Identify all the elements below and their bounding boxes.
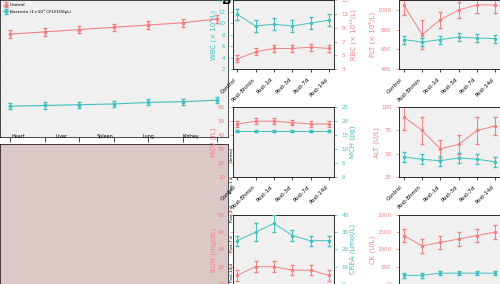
Text: Spleen: Spleen [96, 134, 113, 139]
Y-axis label: CREA (μmol/L): CREA (μmol/L) [350, 224, 356, 274]
Text: Liver: Liver [56, 134, 68, 139]
Text: Post-1 d: Post-1 d [230, 176, 234, 193]
Y-axis label: MCV (fL): MCV (fL) [210, 127, 216, 157]
Text: Post-3 d: Post-3 d [230, 205, 234, 222]
Text: B: B [222, 0, 232, 7]
Y-axis label: ALT (U/L): ALT (U/L) [373, 126, 380, 158]
Text: Post-14 d: Post-14 d [230, 263, 234, 282]
Y-axis label: WBC (× 10⁹/L): WBC (× 10⁹/L) [209, 10, 216, 60]
Text: Kidney: Kidney [183, 134, 200, 139]
Legend: Control, Bacteria (1×10⁶ CFU/100μL): Control, Bacteria (1×10⁶ CFU/100μL) [2, 2, 72, 15]
Y-axis label: BUN (mg/dL): BUN (mg/dL) [210, 227, 216, 272]
Y-axis label: CK (U/L): CK (U/L) [370, 235, 376, 264]
Y-axis label: MCH (pg): MCH (pg) [350, 126, 356, 158]
Text: Post-7 d: Post-7 d [230, 235, 234, 252]
Text: Control: Control [230, 147, 234, 162]
Text: Heart: Heart [12, 134, 25, 139]
Y-axis label: RBC (× 10¹²/L): RBC (× 10¹²/L) [350, 9, 357, 60]
Y-axis label: PLT (× 10⁹/L): PLT (× 10⁹/L) [368, 12, 376, 57]
Text: Lung: Lung [142, 134, 154, 139]
